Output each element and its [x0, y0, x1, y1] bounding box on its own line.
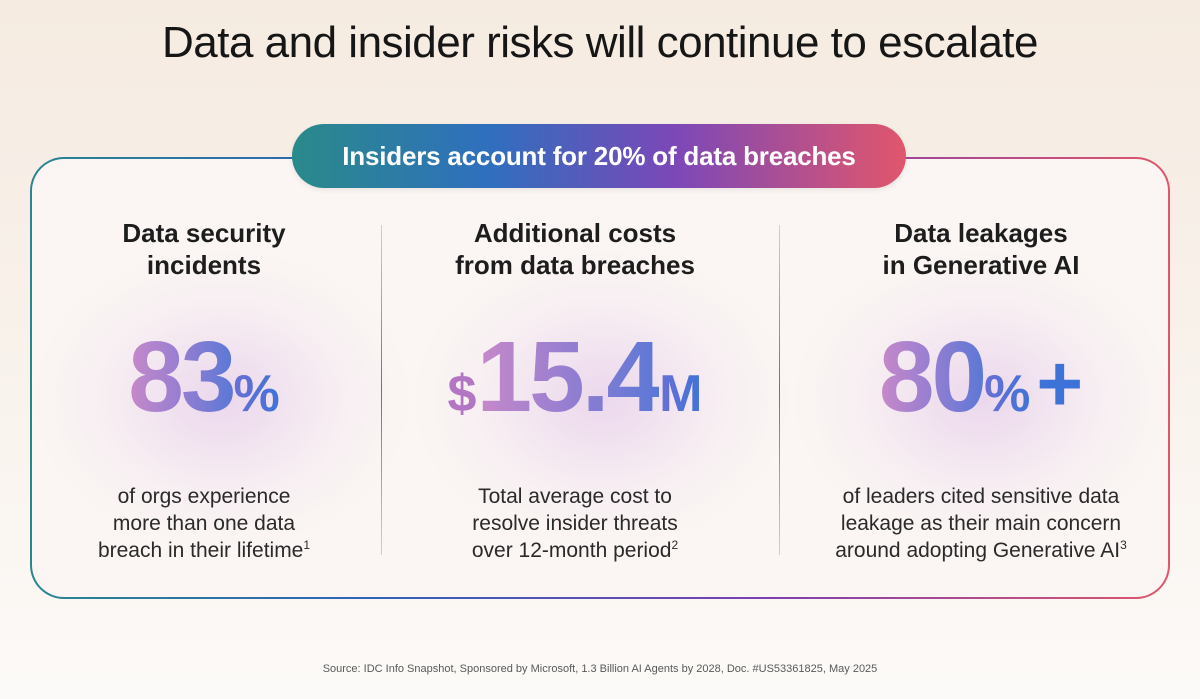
stat-description: Total average cost to resolve insider th… [400, 483, 750, 564]
heading-line: Data security [122, 218, 286, 248]
desc-line: Total average cost to [478, 485, 672, 508]
stat-column-genai-leakage: Data leakages in Generative AI 80%+ of l… [806, 215, 1156, 562]
stat-value: 80%+ [806, 327, 1156, 427]
desc-line-last: breach in their lifetime1 [29, 537, 379, 564]
stat-column-security-incidents: Data security incidents 83% of orgs expe… [29, 215, 379, 562]
column-heading: Additional costs from data breaches [400, 215, 750, 287]
stat-description: of leaders cited sensitive data leakage … [806, 483, 1156, 564]
heading-line: from data breaches [455, 250, 695, 280]
footnote-marker: 3 [1120, 538, 1127, 552]
desc-line-last: around adopting Generative AI3 [806, 537, 1156, 564]
heading-line: incidents [146, 250, 262, 280]
banner-pill: Insiders account for 20% of data breache… [292, 124, 906, 188]
column-heading: Data leakages in Generative AI [806, 215, 1156, 287]
column-divider [779, 225, 780, 555]
desc-line-last: over 12-month period2 [400, 537, 750, 564]
heading-line: Data leakages [894, 218, 1068, 248]
desc-line: of leaders cited sensitive data [842, 485, 1120, 508]
stat-plus: + [1036, 339, 1084, 428]
desc-line: leakage as their main concern [840, 512, 1122, 535]
stat-value: 83% [29, 327, 379, 427]
stat-number: 80 [878, 321, 987, 433]
source-citation: Source: IDC Info Snapshot, Sponsored by … [322, 663, 878, 675]
stat-suffix: M [659, 365, 703, 423]
desc-line: resolve insider threats [472, 512, 678, 535]
footnote-marker: 1 [303, 538, 311, 552]
desc-text: over 12-month period [471, 539, 672, 562]
desc-line: more than one data [112, 512, 296, 535]
desc-text: breach in their lifetime [97, 539, 304, 562]
heading-line: Additional costs [473, 218, 677, 248]
desc-text: around adopting Generative AI [835, 539, 1121, 562]
stat-number: 83 [128, 321, 236, 433]
stat-value: $15.4M [400, 327, 750, 427]
desc-line: of orgs experience [117, 485, 291, 508]
page-title: Data and insider risks will continue to … [161, 18, 1039, 67]
heading-line: in Generative AI [882, 250, 1080, 280]
column-heading: Data security incidents [29, 215, 379, 287]
column-divider [381, 225, 382, 555]
stat-number: 15.4 [476, 321, 662, 433]
footnote-marker: 2 [671, 538, 679, 552]
stat-description: of orgs experience more than one data br… [29, 483, 379, 564]
stat-column-breach-costs: Additional costs from data breaches $15.… [400, 215, 750, 562]
stat-suffix: % [233, 365, 280, 423]
stat-suffix: % [984, 365, 1031, 423]
stat-prefix: $ [447, 365, 477, 423]
